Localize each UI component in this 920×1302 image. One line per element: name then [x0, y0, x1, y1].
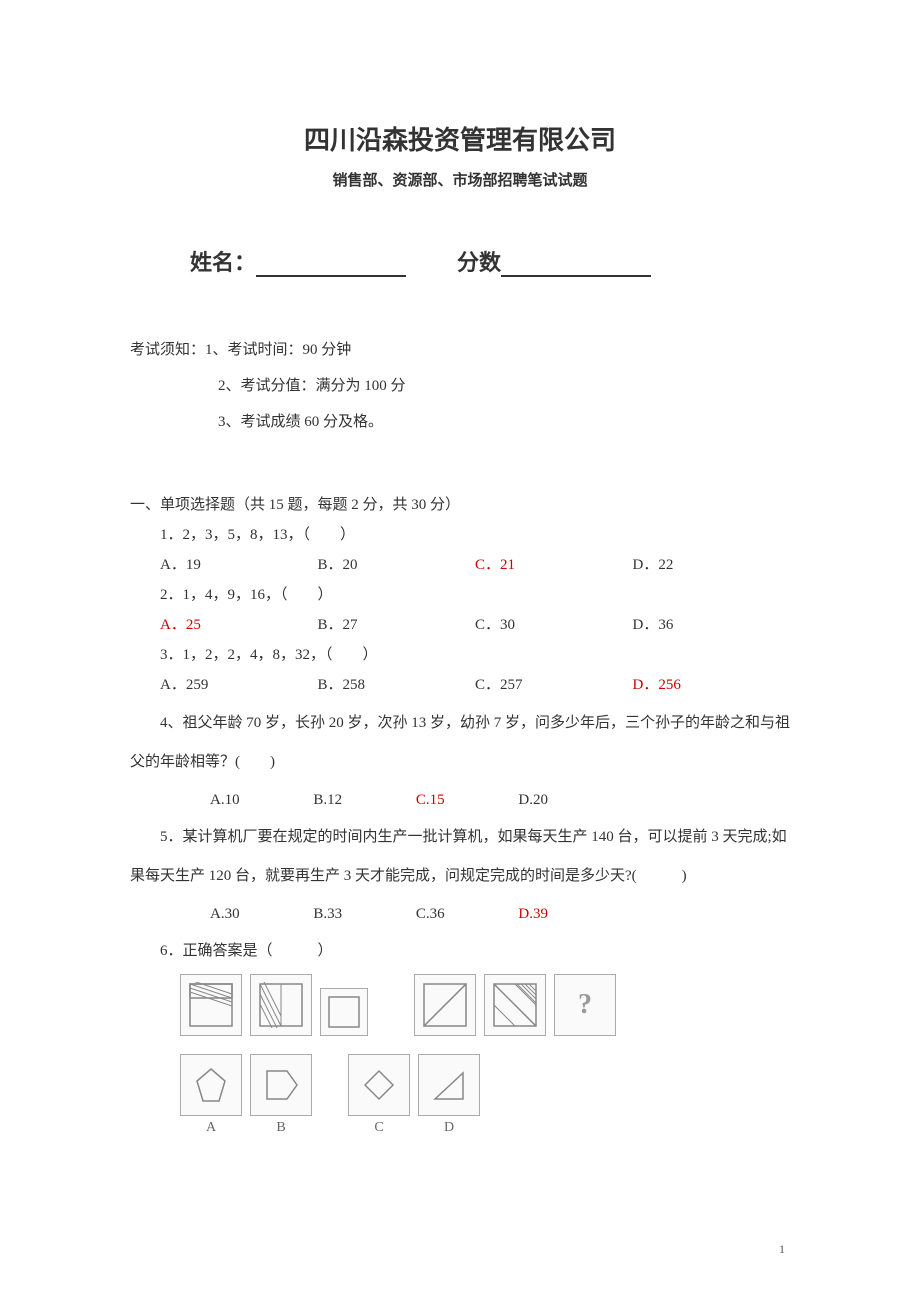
q3-opt-b: B．258	[318, 670, 476, 700]
q5-opt-d: D.39	[518, 896, 548, 932]
q5-stem: 5．某计算机厂要在规定的时间内生产一批计算机，如果每天生产 140 台，可以提前…	[130, 818, 790, 896]
section1-title: 一、单项选择题（共 15 题，每题 2 分，共 30 分）	[130, 490, 790, 520]
q5-opt-b: B.33	[313, 896, 342, 932]
q6-option-labels: A B C D	[130, 1120, 790, 1136]
q2-opt-c: C．30	[475, 610, 633, 640]
instructions-block: 考试须知：1、考试时间：90 分钟 2、考试分值：满分为 100 分 3、考试成…	[130, 332, 790, 440]
name-score-row: 姓名： 分数	[130, 245, 790, 277]
q6-opt-fig-d	[418, 1054, 480, 1116]
q2-options: A．25 B．27 C．30 D．36	[130, 610, 790, 640]
exam-subtitle: 销售部、资源部、市场部招聘笔试试题	[130, 169, 790, 190]
q3-options: A．259 B．258 C．257 D．256	[130, 670, 790, 700]
instruction-3: 3、考试成绩 60 分及格。	[130, 404, 790, 440]
q1-opt-b: B．20	[318, 550, 476, 580]
q6-label-a: A	[180, 1120, 242, 1136]
q1-opt-a: A．19	[160, 550, 318, 580]
q4-opt-c: C.15	[416, 782, 445, 818]
company-title: 四川沿森投资管理有限公司	[130, 120, 790, 157]
q6-figures-bottom	[130, 1054, 790, 1116]
q5-opt-c: C.36	[416, 896, 445, 932]
instruction-1: 考试须知：1、考试时间：90 分钟	[130, 332, 790, 368]
instruction-prefix: 考试须知：	[130, 342, 205, 358]
q6-label-c: C	[348, 1120, 410, 1136]
q6-fig-5	[484, 974, 546, 1036]
q6-stem: 6．正确答案是（ ）	[130, 936, 790, 966]
q2-opt-b: B．27	[318, 610, 476, 640]
q6-figures-top: ?	[130, 974, 790, 1036]
q5-options: A.30 B.33 C.36 D.39	[130, 896, 790, 932]
q3-opt-d: D．256	[633, 670, 791, 700]
question-mark-icon: ?	[578, 989, 592, 1021]
q6-opt-fig-c	[348, 1054, 410, 1116]
instruction-2: 2、考试分值：满分为 100 分	[130, 368, 790, 404]
q6-fig-1	[180, 974, 242, 1036]
q4-options: A.10 B.12 C.15 D.20	[130, 782, 790, 818]
score-label: 分数	[457, 250, 501, 275]
q2-opt-a: A．25	[160, 610, 318, 640]
q3-opt-c: C．257	[475, 670, 633, 700]
q6-label-d: D	[418, 1120, 480, 1136]
q3-opt-a: A．259	[160, 670, 318, 700]
q1-stem: 1．2，3，5，8，13，（ ）	[130, 520, 790, 550]
page-number: 1	[779, 1242, 785, 1257]
q3-stem: 3．1，2，2，4，8，32，（ ）	[130, 640, 790, 670]
q1-opt-d: D．22	[633, 550, 791, 580]
q5-opt-a: A.30	[210, 896, 240, 932]
name-label: 姓名：	[190, 250, 256, 275]
q2-opt-d: D．36	[633, 610, 791, 640]
q6-fig-2	[250, 974, 312, 1036]
q6-label-b: B	[250, 1120, 312, 1136]
q6-fig-3	[320, 988, 368, 1036]
q1-options: A．19 B．20 C．21 D．22	[130, 550, 790, 580]
q4-opt-b: B.12	[313, 782, 342, 818]
q6-opt-fig-b	[250, 1054, 312, 1116]
score-blank[interactable]	[501, 255, 651, 277]
q4-opt-a: A.10	[210, 782, 240, 818]
q6-fig-6: ?	[554, 974, 616, 1036]
q6-fig-4	[414, 974, 476, 1036]
q4-opt-d: D.20	[518, 782, 548, 818]
q2-stem: 2．1，4，9，16，（ ）	[130, 580, 790, 610]
q4-stem: 4、祖父年龄 70 岁，长孙 20 岁，次孙 13 岁，幼孙 7 岁，问多少年后…	[130, 704, 790, 782]
q6-opt-fig-a	[180, 1054, 242, 1116]
name-blank[interactable]	[256, 255, 406, 277]
q1-opt-c: C．21	[475, 550, 633, 580]
